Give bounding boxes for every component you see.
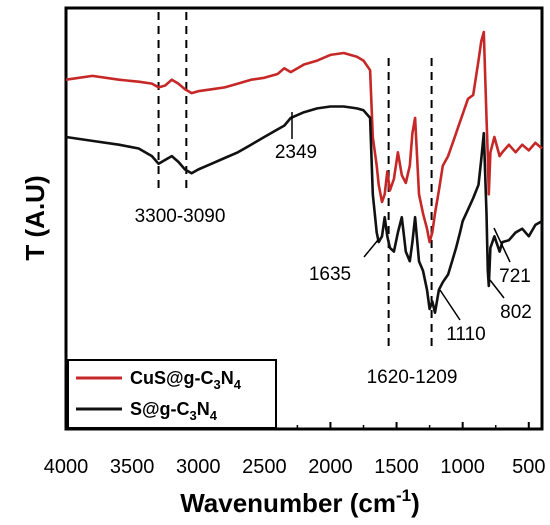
x-tick-label-500: 500 xyxy=(512,456,545,478)
legend-label-cus: CuS@g-C3N4 xyxy=(130,368,242,392)
peak-annotations: 3300-3090 2349 1635 1620-1209 1110 721 802 xyxy=(135,112,532,388)
annotation-802: 802 xyxy=(500,302,532,323)
annotation-721: 721 xyxy=(499,266,531,287)
annotation-pointer-1110 xyxy=(439,289,461,321)
annotation-3300-3090: 3300-3090 xyxy=(135,206,226,227)
x-tick-label-4000: 4000 xyxy=(44,456,89,478)
annotation-1620-1209: 1620-1209 xyxy=(367,367,458,388)
dashed-guide-lines xyxy=(157,12,433,352)
x-tick-label-1500: 1500 xyxy=(374,456,419,478)
y-axis-title: T (A.U) xyxy=(20,175,50,260)
annotation-pointer-1635 xyxy=(363,239,379,258)
annotation-1110: 1110 xyxy=(446,324,485,345)
series-line-cus-gc3n4 xyxy=(65,30,543,244)
x-tick-label-2500: 2500 xyxy=(242,456,287,478)
x-tick-label-3500: 3500 xyxy=(110,456,155,478)
x-tick-label-2000: 2000 xyxy=(308,456,353,478)
series-layer xyxy=(65,30,543,315)
annotation-1635: 1635 xyxy=(309,264,351,285)
legend: CuS@g-C3N4 S@g-C3N4 xyxy=(67,359,277,429)
annotation-pointer-802 xyxy=(489,279,505,299)
legend-label-s: S@g-C3N4 xyxy=(130,399,218,423)
annotation-2349: 2349 xyxy=(275,142,317,163)
plot-frame xyxy=(64,6,544,431)
x-tick-label-1000: 1000 xyxy=(440,456,485,478)
x-axis-title: Wavenumber (cm-1) xyxy=(180,486,420,518)
legend-box xyxy=(67,359,277,429)
x-tick-label-3000: 3000 xyxy=(176,456,221,478)
annotation-pointer-721 xyxy=(493,227,511,263)
series-line-s-gc3n4 xyxy=(65,105,543,315)
